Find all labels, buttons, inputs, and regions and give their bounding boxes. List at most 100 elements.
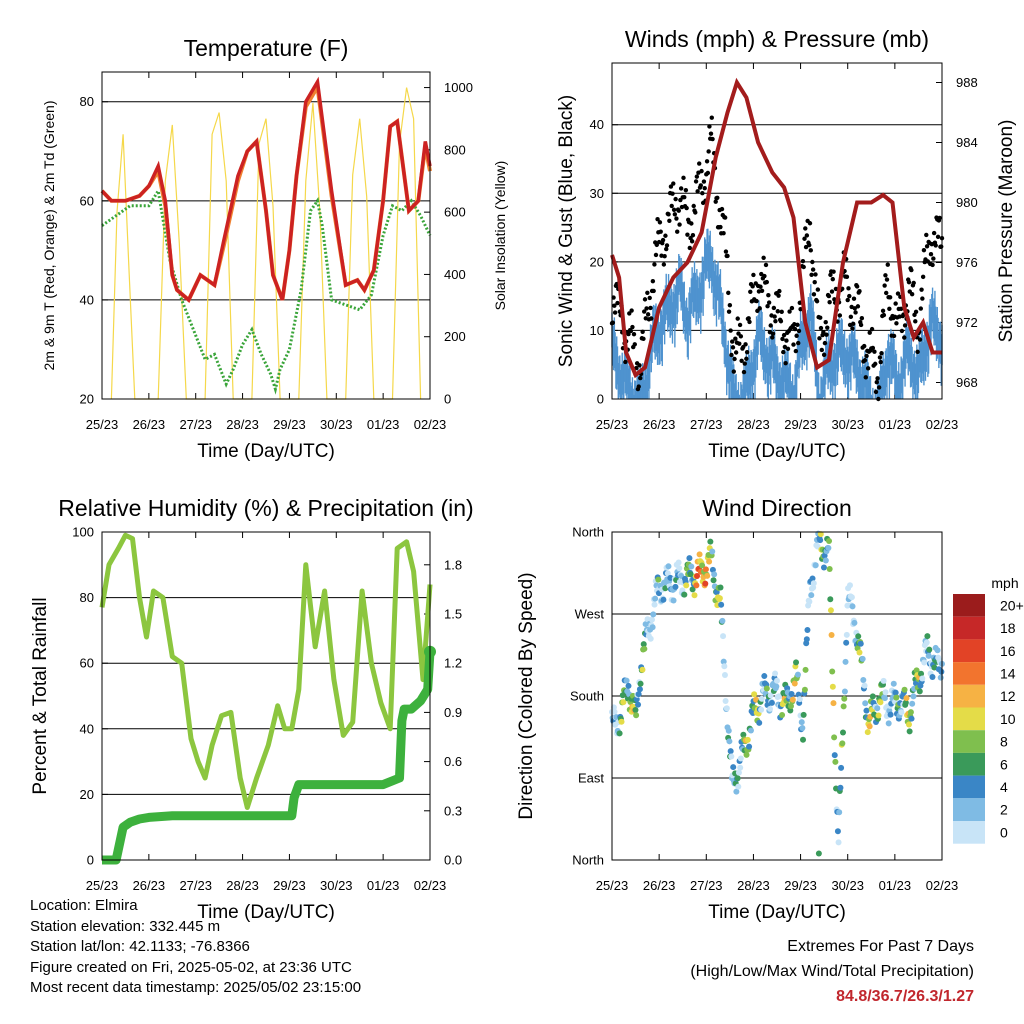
- gust-point: [813, 272, 818, 277]
- gust-point: [719, 206, 725, 212]
- gust-point: [737, 341, 742, 346]
- direction-point: [918, 670, 925, 677]
- direction-point: [929, 674, 936, 681]
- direction-point: [910, 693, 917, 700]
- colorbar-swatch: [953, 730, 985, 753]
- gust-point: [818, 315, 823, 320]
- chart-title: Relative Humidity (%) & Precipitation (i…: [58, 495, 473, 521]
- gust-point: [744, 349, 750, 355]
- direction-point: [721, 663, 728, 670]
- plot-frame: [611, 62, 943, 400]
- gust-point: [637, 363, 642, 368]
- gust-point: [807, 221, 813, 226]
- y2-axis-label: Solar Insolation (Yellow): [492, 161, 508, 311]
- direction-point: [831, 752, 838, 759]
- direction-point: [836, 809, 843, 816]
- gust-point: [937, 215, 942, 221]
- y-axis-label: 2m & 9m T (Red, Orange) & 2m Td (Green): [41, 101, 57, 371]
- gust-point: [924, 232, 929, 238]
- gust-point: [705, 170, 711, 176]
- precipitation-line: [102, 651, 435, 865]
- gust-point: [730, 345, 736, 350]
- gust-point: [731, 369, 736, 374]
- created-text: Figure created on Fri, 2025-05-02, at 23…: [30, 958, 352, 976]
- y-tick-label: West: [575, 607, 605, 622]
- gust-point: [847, 293, 852, 299]
- gust-point: [801, 264, 806, 270]
- gust-point: [772, 314, 777, 319]
- gust-point: [895, 291, 901, 296]
- gust-point: [664, 243, 670, 248]
- gust-point: [640, 329, 645, 335]
- extremes-summary: Extremes For Past 7 Days (High/Low/Max W…: [690, 934, 974, 1009]
- gust-point: [615, 300, 620, 306]
- gust-point: [759, 271, 764, 277]
- direction-point: [788, 690, 795, 697]
- x-tick-label: 02/23: [926, 417, 959, 432]
- gust-point: [857, 289, 862, 294]
- gust-point: [766, 300, 772, 305]
- direction-point: [633, 696, 640, 703]
- gust-point: [746, 316, 751, 321]
- x-tick-label: 29/23: [784, 417, 817, 432]
- gust-point: [928, 252, 934, 257]
- direction-point: [696, 551, 703, 558]
- gust-point: [631, 331, 637, 337]
- direction-point: [839, 740, 846, 747]
- y-tick-label: 100: [72, 525, 94, 540]
- gust-point: [887, 306, 892, 312]
- gust-point: [817, 336, 822, 341]
- gust-point: [780, 336, 785, 342]
- direction-point: [913, 667, 920, 674]
- gust-point: [826, 293, 832, 299]
- direction-point: [767, 692, 774, 699]
- gust-point: [845, 297, 850, 303]
- direction-point: [758, 706, 765, 713]
- direction-point: [747, 727, 754, 734]
- direction-point: [660, 596, 667, 603]
- y-tick-label: South: [570, 689, 604, 704]
- x-tick-label: 28/23: [226, 417, 259, 432]
- direction-point: [767, 705, 774, 712]
- gust-point: [832, 297, 837, 302]
- gust-point: [763, 262, 769, 268]
- x-tick-label: 01/23: [879, 878, 912, 893]
- gust-point: [739, 358, 744, 364]
- direction-point: [822, 557, 829, 564]
- y2-tick-label: 1.2: [444, 656, 462, 671]
- direction-point: [875, 712, 882, 719]
- colorbar-label: 20+: [1000, 597, 1024, 613]
- gust-point: [778, 319, 784, 324]
- direction-point: [864, 729, 871, 736]
- gust-point: [773, 318, 778, 324]
- y2-tick-label: 988: [956, 75, 978, 90]
- gust-point: [830, 276, 835, 282]
- x-tick-label: 02/23: [414, 878, 447, 893]
- gust-point: [709, 115, 714, 120]
- gust-point: [924, 244, 930, 249]
- direction-point: [688, 563, 695, 570]
- gust-point: [725, 253, 730, 259]
- gust-point: [610, 320, 615, 325]
- extremes-subtitle: (High/Low/Max Wind/Total Precipitation): [690, 963, 974, 980]
- direction-point: [693, 582, 700, 589]
- colorbar-swatch: [953, 684, 985, 708]
- gust-point: [629, 308, 634, 313]
- x-tick-label: 25/23: [596, 417, 629, 432]
- gust-point: [738, 334, 744, 339]
- direction-point: [694, 572, 701, 579]
- direction-point: [644, 616, 651, 623]
- gust-point: [810, 267, 816, 272]
- gust-point: [671, 207, 677, 212]
- gust-point: [691, 203, 696, 209]
- gust-point: [698, 183, 703, 188]
- gust-point: [829, 289, 835, 294]
- gust-point: [741, 369, 747, 375]
- gust-point: [850, 326, 855, 331]
- direction-point: [727, 748, 734, 755]
- gust-point: [814, 299, 820, 304]
- gust-point: [733, 336, 738, 341]
- direction-point: [893, 694, 900, 701]
- direction-point: [665, 563, 672, 570]
- direction-point: [746, 743, 753, 750]
